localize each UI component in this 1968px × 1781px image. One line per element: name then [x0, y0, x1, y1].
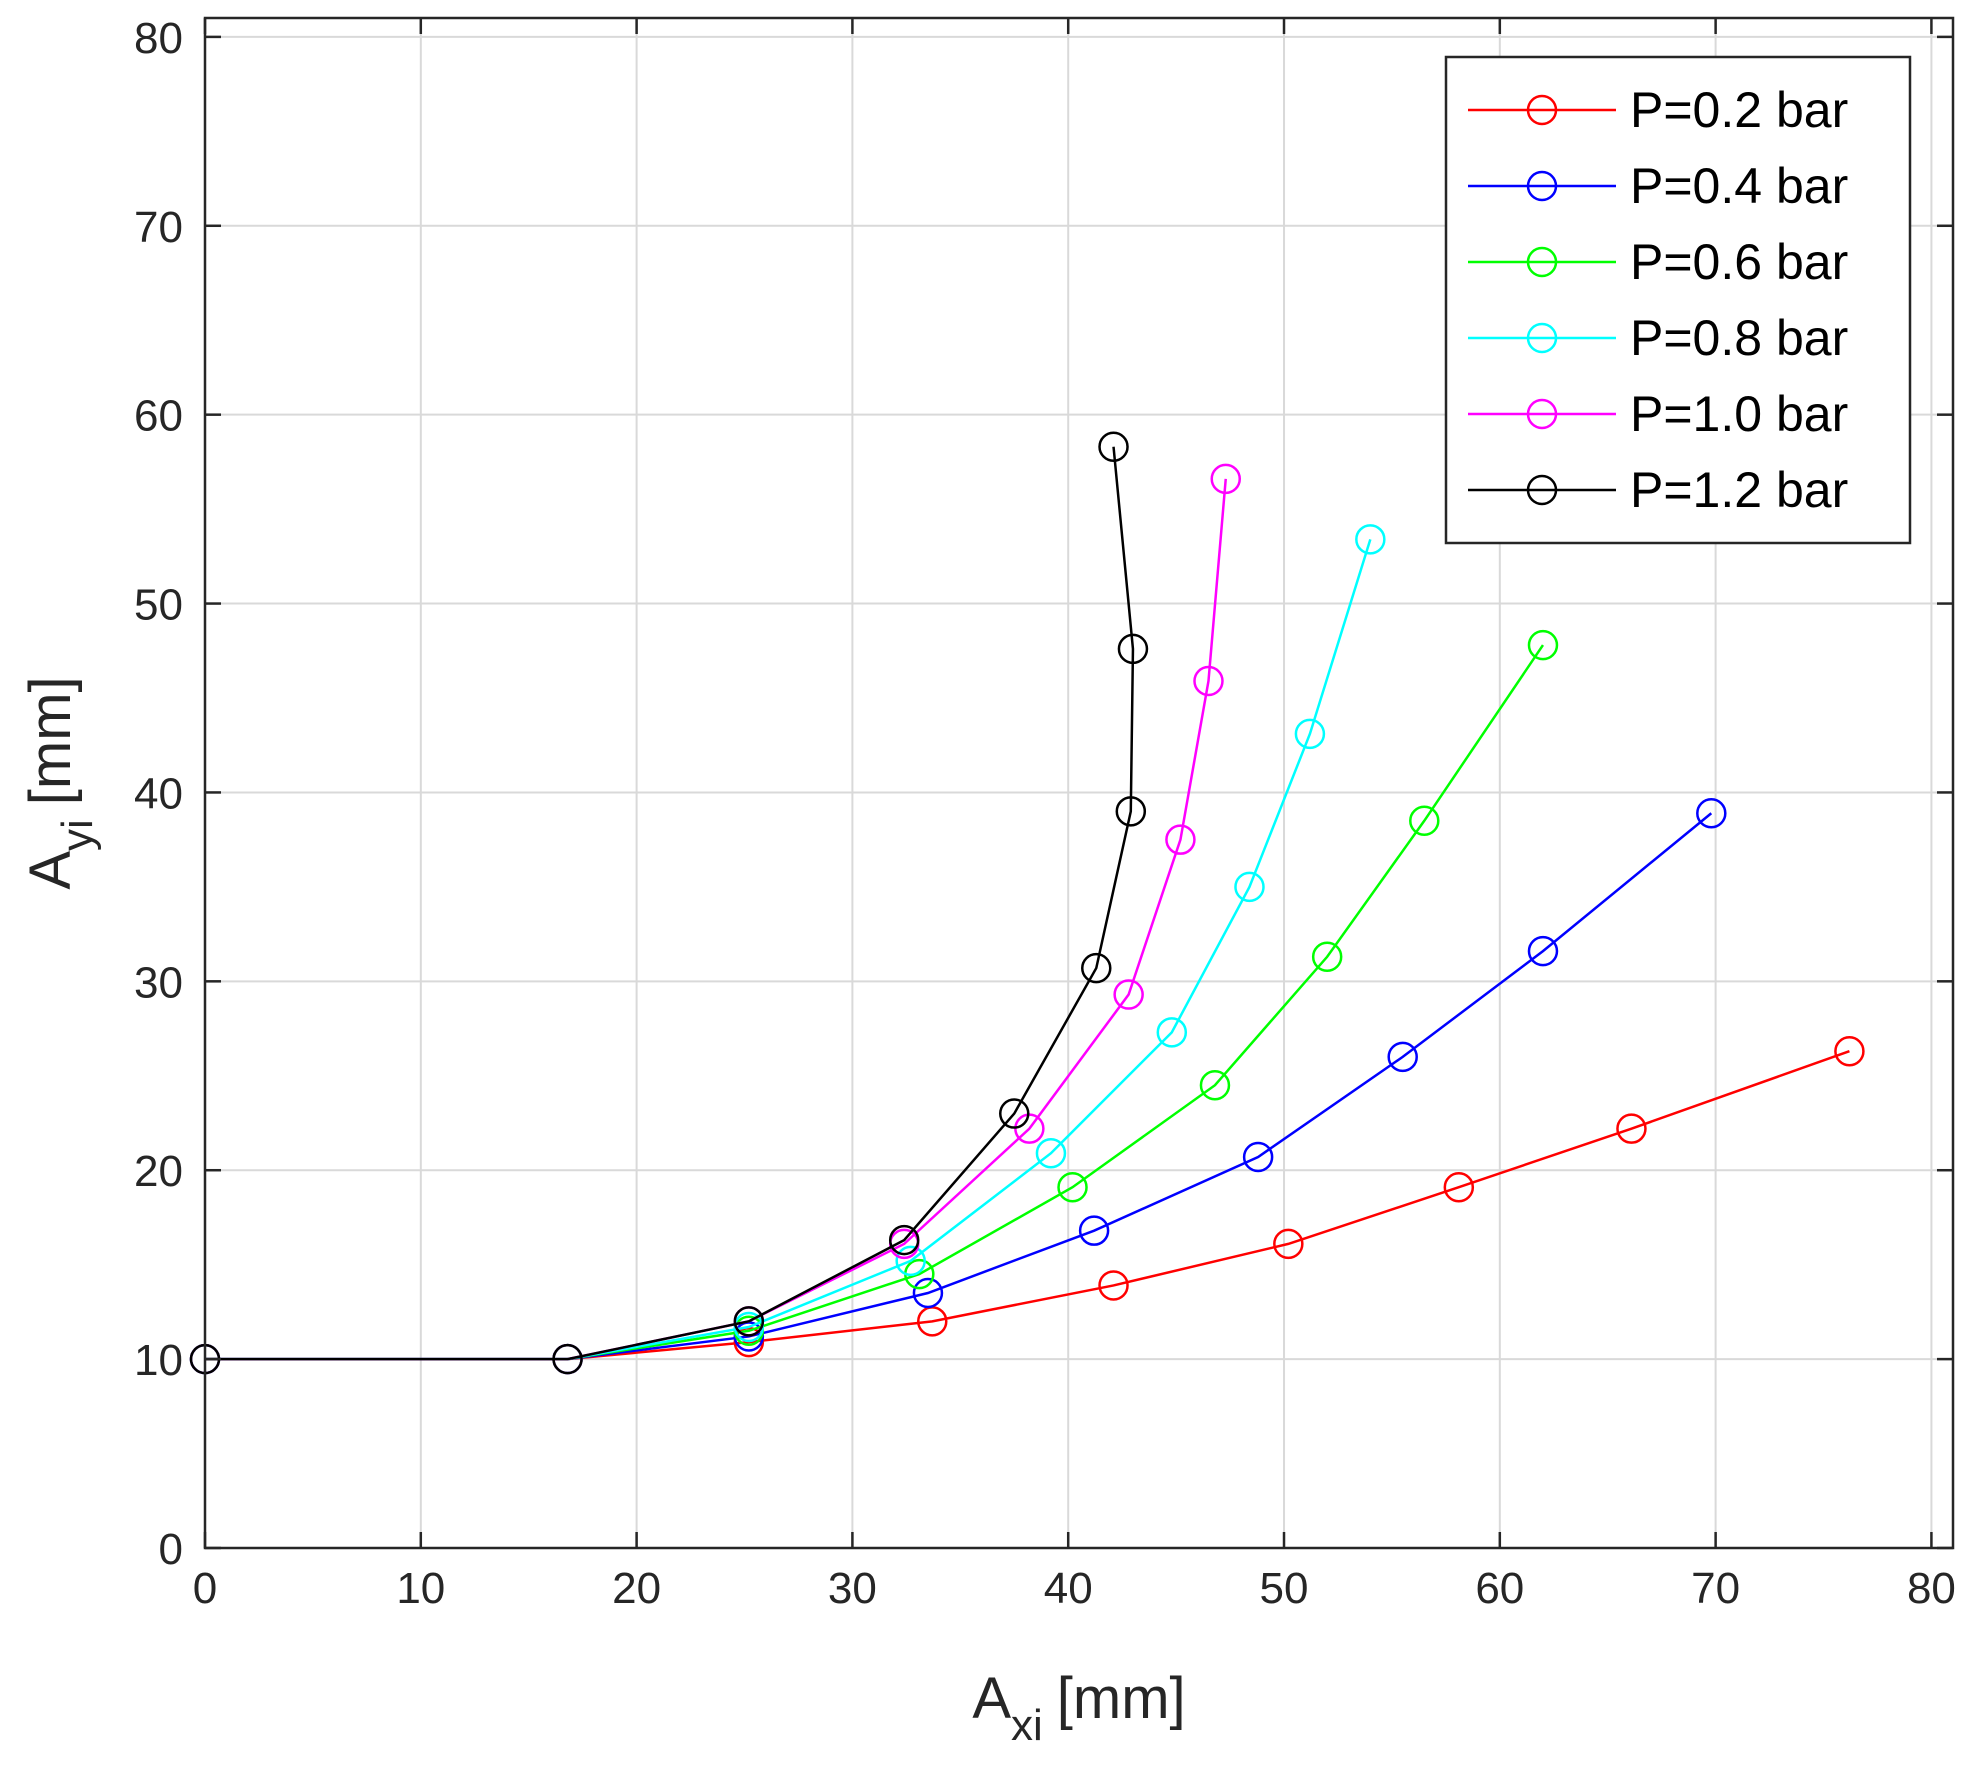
series-line — [205, 812, 1713, 1361]
y-tick-label: 30 — [134, 958, 183, 1007]
data-point — [1834, 1035, 1865, 1067]
y-tick-label: 40 — [134, 769, 183, 818]
y-tick-label: 60 — [134, 392, 183, 441]
data-point — [1616, 1113, 1647, 1144]
data-point — [888, 1224, 920, 1256]
data-point — [999, 1098, 1030, 1129]
data-point — [1311, 941, 1343, 973]
legend-marker-swatch — [1526, 474, 1558, 506]
data-point — [1193, 665, 1224, 697]
legend-label: P=0.2 bar — [1630, 82, 1848, 138]
legend-item: P=1.2 bar — [1468, 462, 1848, 518]
data-point — [1035, 1137, 1067, 1169]
data-point — [1527, 935, 1559, 967]
y-axis-label-sub: yi — [53, 819, 102, 851]
data-point — [912, 1277, 944, 1309]
legend-item: P=0.4 bar — [1468, 158, 1848, 214]
legend-marker-swatch — [1526, 246, 1558, 278]
data-point — [1409, 805, 1440, 837]
x-tick-label: 0 — [193, 1564, 217, 1613]
x-axis-label: Axi [mm] — [972, 1666, 1185, 1750]
data-point — [1355, 524, 1386, 555]
x-tick-label: 70 — [1691, 1564, 1740, 1613]
data-point — [1294, 718, 1326, 750]
y-tick-label: 10 — [134, 1336, 183, 1385]
data-point — [895, 1245, 926, 1277]
x-axis-label-unit: [mm] — [1057, 1666, 1186, 1731]
legend-marker-swatch — [1526, 94, 1558, 126]
legend: P=0.2 bar P=0.4 bar P=0.6 bar P=0.8 bar P=1.… — [1444, 55, 1912, 545]
data-point — [1387, 1041, 1418, 1073]
legend-label: P=0.4 bar — [1630, 158, 1848, 214]
legend-box — [1444, 55, 1912, 545]
data-point — [1098, 431, 1129, 463]
data-point — [1115, 796, 1147, 827]
y-tick-label: 70 — [134, 203, 183, 252]
x-tick-label: 80 — [1907, 1564, 1956, 1613]
data-point — [1234, 871, 1265, 903]
x-tick-label: 60 — [1475, 1564, 1524, 1613]
series-line — [205, 446, 1135, 1361]
data-point — [1273, 1228, 1304, 1260]
data-point — [1098, 1270, 1129, 1301]
y-axis-label: Ayi [mm] — [18, 676, 102, 889]
legend-label: P=0.8 bar — [1630, 310, 1848, 366]
y-axis-label-unit: [mm] — [18, 676, 83, 805]
axis-ticks: 0 10 20 30 40 50 60 70 80 0 10 20 30 40 50 60 70 80 — [134, 14, 1956, 1613]
x-tick-label: 40 — [1044, 1564, 1093, 1613]
data-point — [1443, 1171, 1475, 1203]
data-point — [1078, 1215, 1110, 1246]
data-point — [1113, 979, 1144, 1010]
x-axis-label-sub: xi — [1011, 1701, 1043, 1750]
series-line — [205, 1050, 1850, 1361]
data-point — [1081, 952, 1112, 984]
series-group — [189, 431, 1865, 1375]
data-point — [733, 1306, 765, 1337]
data-point — [1527, 629, 1559, 661]
y-tick-label: 0 — [159, 1525, 183, 1574]
legend-label: P=1.0 bar — [1630, 386, 1848, 442]
legend-label: P=0.6 bar — [1630, 234, 1848, 290]
data-point — [1199, 1069, 1231, 1101]
data-point — [1117, 633, 1149, 665]
data-point — [552, 1343, 583, 1375]
series-p-1-2-bar — [189, 431, 1149, 1375]
data-point — [1156, 1017, 1188, 1048]
y-tick-label: 80 — [134, 14, 183, 63]
legend-item: P=1.0 bar — [1468, 386, 1848, 442]
x-tick-label: 30 — [828, 1564, 877, 1613]
data-point — [1165, 824, 1196, 855]
y-tick-label: 20 — [134, 1147, 183, 1196]
legend-item: P=0.6 bar — [1468, 234, 1848, 290]
legend-marker-swatch — [1526, 170, 1558, 202]
x-tick-label: 20 — [612, 1564, 661, 1613]
plot-area-frame — [203, 16, 1955, 1550]
legend-item: P=0.2 bar — [1468, 82, 1848, 138]
x-tick-label: 50 — [1260, 1564, 1309, 1613]
y-axis-label-main: A — [18, 851, 83, 890]
legend-item: P=0.8 bar — [1468, 310, 1848, 366]
data-point — [1242, 1141, 1274, 1173]
data-point — [1696, 797, 1727, 829]
legend-label: P=1.2 bar — [1630, 462, 1848, 518]
data-point — [1210, 463, 1241, 495]
x-tick-label: 10 — [396, 1564, 445, 1613]
y-tick-label: 50 — [134, 581, 183, 630]
legend-marker-swatch — [1526, 322, 1558, 354]
x-axis-label-main: A — [972, 1666, 1011, 1731]
legend-marker-swatch — [1526, 398, 1558, 430]
data-point — [1057, 1171, 1088, 1203]
series-line — [205, 538, 1372, 1361]
